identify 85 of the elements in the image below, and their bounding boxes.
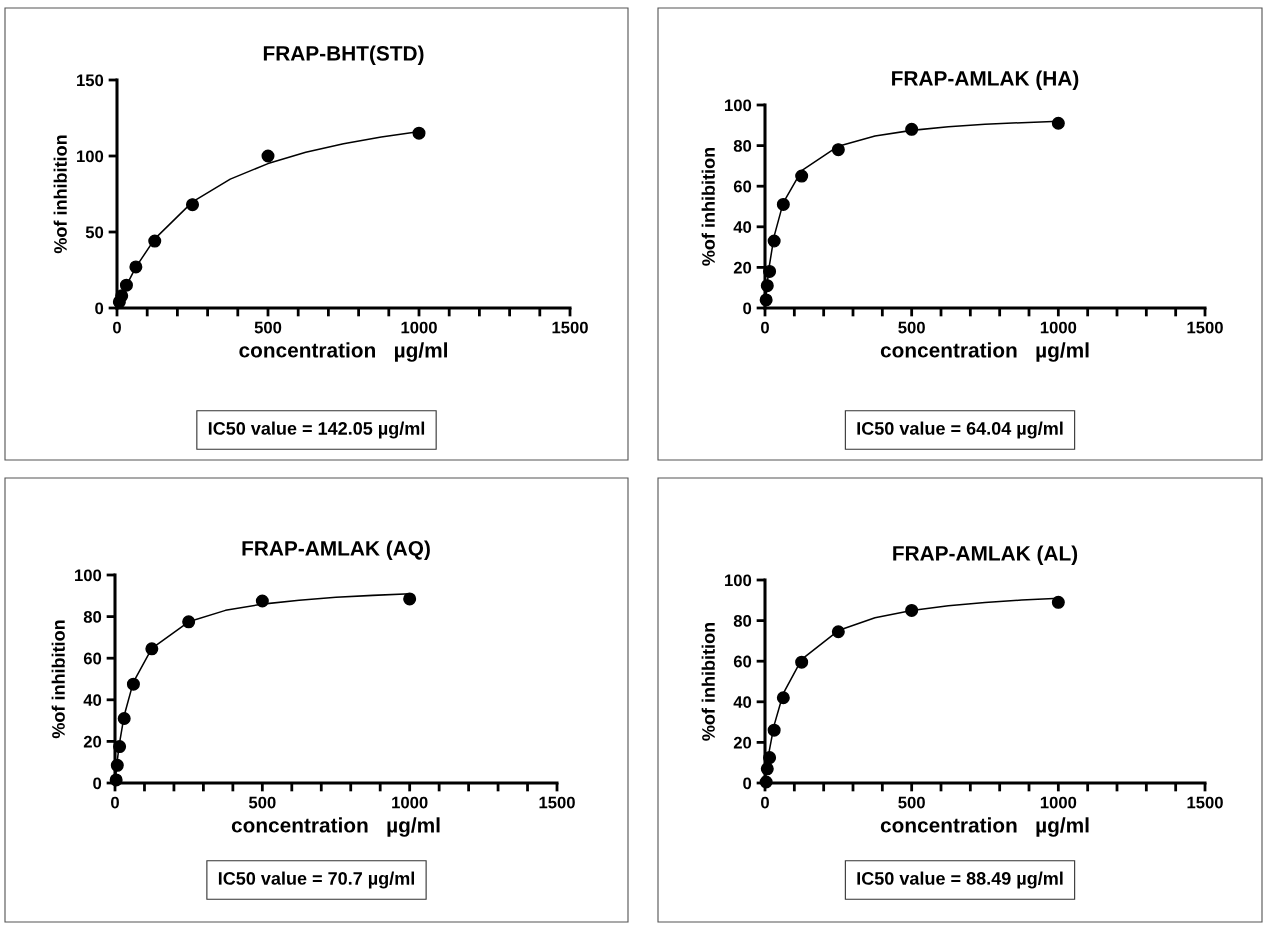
point — [261, 149, 275, 163]
x-tick-label: 1000 — [1040, 796, 1077, 809]
chart-title: FRAP-AMLAK (AQ) — [242, 540, 430, 560]
point — [776, 691, 790, 705]
x-tick-label: 500 — [898, 321, 925, 334]
y-tick-label: 100 — [75, 569, 102, 582]
y-tick-label: 60 — [733, 655, 752, 668]
point — [255, 594, 269, 608]
y-axis-title: %of inhibition — [701, 622, 715, 741]
text: IC50 value = 88.49 µg/ml — [857, 871, 1063, 889]
point — [126, 677, 140, 691]
chart-title: FRAP-BHT(STD) — [263, 45, 424, 65]
text: IC50 value = 64.04 µg/ml — [857, 421, 1063, 439]
y-tick-label: 100 — [725, 99, 752, 112]
point — [905, 603, 919, 617]
point — [110, 758, 124, 772]
y-tick-label: 80 — [83, 611, 102, 623]
y-tick-label: 60 — [733, 180, 752, 193]
y-tick-label: 0 — [743, 777, 752, 790]
y-axis-title: %of inhibition — [51, 620, 65, 739]
point — [145, 642, 159, 656]
text: IC50 value = 70.7 µg/ml — [218, 871, 415, 889]
point — [1051, 116, 1065, 130]
point — [403, 592, 417, 606]
x-tick-label: 500 — [248, 796, 276, 809]
y-tick-label: 100 — [725, 574, 752, 587]
x-tick-label: 0 — [761, 321, 769, 334]
chart-title: FRAP-AMLAK (AL) — [893, 545, 1078, 565]
y-tick-label: 0 — [743, 302, 752, 315]
point — [795, 655, 809, 669]
point — [767, 234, 781, 248]
point — [831, 143, 845, 157]
y-tick-label: 80 — [733, 615, 752, 627]
y-tick-label: 80 — [733, 140, 752, 152]
x-tick-label: 500 — [898, 796, 925, 809]
point — [119, 278, 133, 292]
x-tick-label: 1500 — [1187, 796, 1223, 809]
point — [760, 762, 774, 776]
y-tick-label: 20 — [733, 261, 752, 274]
x-tick-label: 1500 — [539, 796, 575, 809]
point — [148, 234, 162, 248]
y-tick-label: 20 — [83, 735, 102, 748]
x-axis-title: concentration µg/ml — [239, 342, 447, 362]
point — [182, 615, 196, 629]
point — [767, 723, 781, 737]
y-tick-label: 40 — [733, 221, 752, 233]
x-axis-title: concentration µg/ml — [880, 817, 1089, 837]
y-axis-title: %of inhibition — [701, 147, 715, 266]
y-tick-label: 40 — [83, 694, 102, 706]
y-tick-label: 0 — [93, 777, 102, 790]
point — [905, 122, 919, 136]
point — [795, 169, 809, 183]
x-axis-title: concentration µg/ml — [231, 817, 440, 837]
point — [113, 740, 127, 754]
point — [1051, 595, 1065, 609]
x-tick-label: 0 — [761, 796, 769, 809]
point — [763, 264, 777, 278]
x-axis-title: concentration µg/ml — [880, 342, 1089, 362]
point — [129, 260, 143, 274]
y-axis-title: %of inhibition — [53, 135, 67, 254]
point — [412, 126, 426, 140]
y-tick-label: 60 — [83, 652, 102, 665]
x-tick-label: 1000 — [401, 321, 437, 334]
y-tick-label: 50 — [85, 226, 104, 239]
y-tick-label: 20 — [733, 736, 752, 749]
x-tick-label: 1500 — [552, 321, 588, 334]
text: IC50 value = 142.05 µg/ml — [208, 421, 425, 439]
point — [117, 712, 131, 726]
y-tick-label: 40 — [733, 696, 752, 708]
x-tick-label: 0 — [113, 321, 121, 334]
y-tick-label: 0 — [95, 302, 104, 315]
x-tick-label: 0 — [111, 796, 119, 809]
point — [185, 198, 200, 212]
point — [115, 289, 129, 303]
x-tick-label: 1000 — [1040, 321, 1077, 334]
point — [760, 279, 774, 293]
y-tick-label: 100 — [77, 150, 104, 163]
x-tick-label: 1500 — [1187, 321, 1223, 334]
x-tick-label: 1000 — [392, 796, 428, 809]
chart-title: FRAP-AMLAK (HA) — [892, 70, 1079, 90]
point — [776, 197, 790, 211]
point — [831, 625, 845, 639]
point — [763, 751, 777, 765]
x-tick-label: 500 — [254, 321, 282, 334]
y-tick-label: 150 — [77, 74, 104, 87]
